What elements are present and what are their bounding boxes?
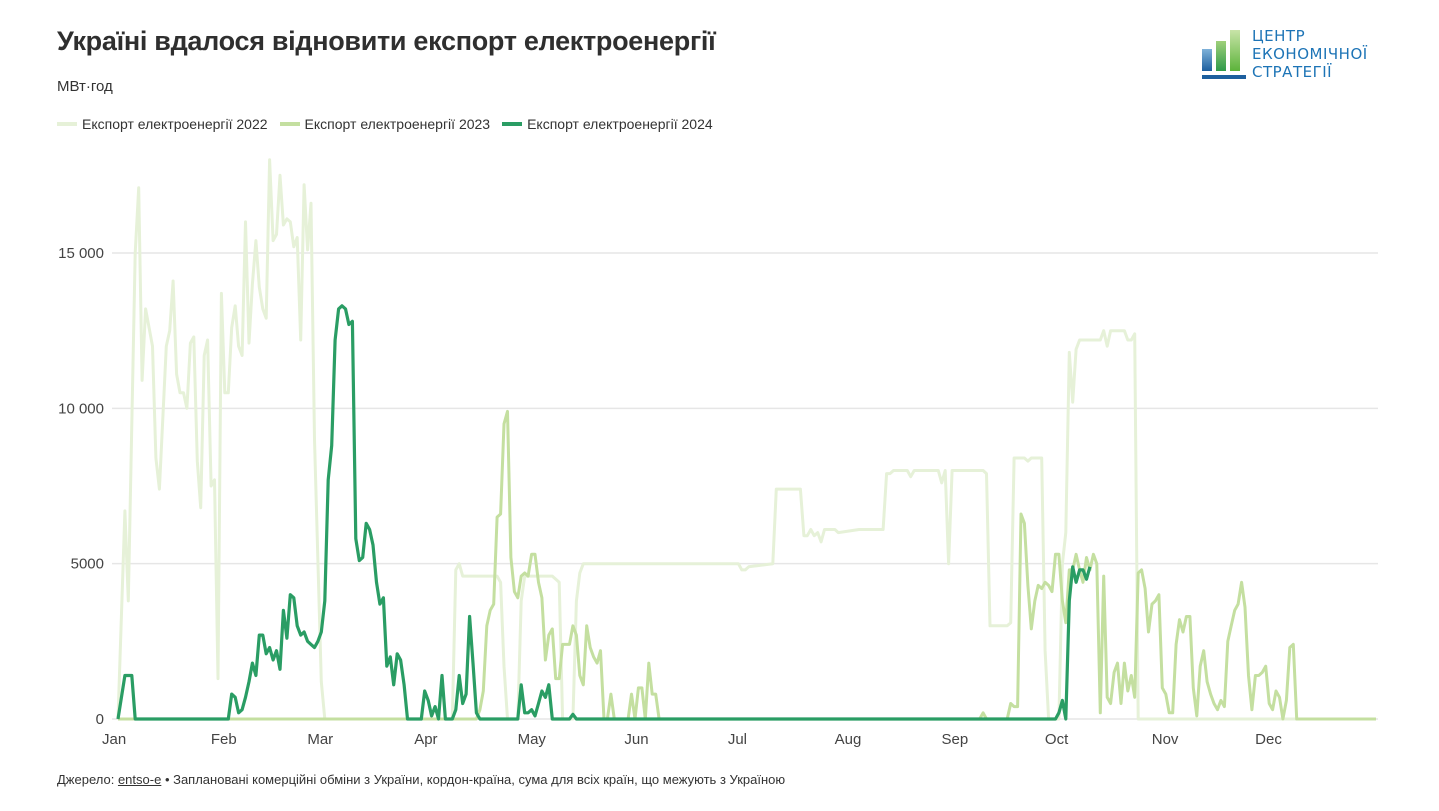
legend-item-2024[interactable]: Експорт електроенергії 2024 [502, 116, 713, 132]
x-tick-label: Sep [942, 731, 969, 748]
logo-line-3: СТРАТЕГІЇ [1252, 63, 1333, 81]
legend-swatch-2023 [279, 122, 300, 126]
series-lines [116, 158, 1376, 721]
legend: Експорт електроенергії 2022 Експорт елек… [57, 116, 713, 132]
logo-line-1: ЦЕНТР [1252, 27, 1306, 45]
legend-label: Експорт електроенергії 2024 [527, 116, 713, 132]
unit-label: МВт·год [57, 78, 113, 95]
x-tick-label: Apr [414, 731, 437, 748]
logo-text: ЦЕНТР ЕКОНОМІЧНОЇ СТРАТЕГІЇ [1252, 27, 1368, 81]
x-tick-label: Oct [1045, 731, 1069, 748]
logo-line-2: ЕКОНОМІЧНОЇ [1252, 45, 1368, 63]
x-tick-label: Mar [307, 731, 333, 748]
x-tick-label: Jan [102, 731, 126, 748]
y-tick-label: 0 [96, 711, 104, 728]
series-line-2023[interactable] [118, 409, 1376, 721]
x-tick-label: Jun [624, 731, 648, 748]
logo: ЦЕНТР ЕКОНОМІЧНОЇ СТРАТЕГІЇ [1200, 27, 1380, 87]
y-tick-label: 10 000 [58, 400, 104, 417]
source-note: • Заплановані комерційні обміни з Україн… [161, 772, 786, 787]
legend-item-2023[interactable]: Експорт електроенергії 2023 [279, 116, 491, 132]
y-axis: 0 5000 10 000 15 000 [58, 245, 104, 728]
x-tick-label: Nov [1152, 731, 1179, 748]
source-prefix: Джерело: [57, 772, 118, 787]
series-line-2022[interactable] [116, 158, 1376, 721]
x-axis: Jan Feb Mar Apr May Jun Jul Aug Sep Oct Nov Dec [102, 731, 1282, 748]
chart-title: Україні вдалося відновити експорт електр… [57, 26, 716, 56]
y-tick-label: 15 000 [58, 245, 104, 262]
legend-item-2022[interactable]: Експорт електроенергії 2022 [57, 116, 268, 132]
source-link[interactable]: entso-e [117, 772, 162, 787]
legend-label: Експорт електроенергії 2022 [82, 116, 268, 132]
source-footer: Джерело: entso-e • Заплановані комерційн… [57, 772, 785, 787]
legend-label: Експорт електроенергії 2023 [304, 116, 491, 132]
legend-swatch-2024 [502, 122, 523, 126]
x-tick-label: Feb [211, 731, 237, 748]
y-tick-label: 5000 [71, 556, 104, 573]
x-tick-label: May [518, 731, 547, 748]
x-tick-label: Jul [728, 731, 747, 748]
series-line-2024[interactable] [116, 304, 1092, 721]
x-tick-label: Dec [1255, 731, 1282, 748]
x-tick-label: Aug [835, 731, 862, 748]
bar-chart-logo-icon [1202, 30, 1246, 79]
legend-swatch-2022 [57, 122, 77, 126]
